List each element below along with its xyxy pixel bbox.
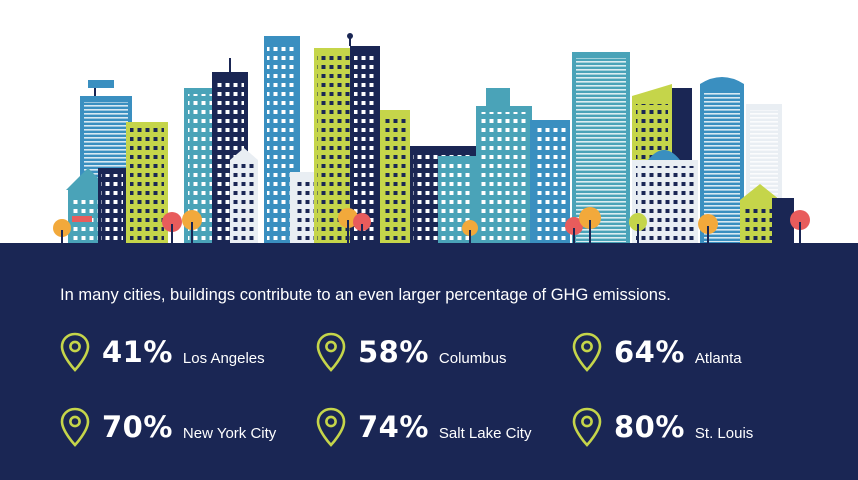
stat-percent: 74%	[358, 410, 429, 444]
stat-city: Atlanta	[694, 349, 742, 367]
stat-item: 64% Atlanta	[572, 330, 742, 374]
stat-item: 58% Columbus	[316, 330, 506, 374]
stat-city: St. Louis	[694, 424, 754, 442]
stat-percent: 58%	[358, 335, 429, 369]
location-pin-icon	[60, 407, 90, 447]
location-pin-icon	[60, 332, 90, 372]
stat-city: Columbus	[438, 349, 507, 367]
location-pin-icon	[572, 332, 602, 372]
stat-item: 41% Los Angeles	[60, 330, 265, 374]
stat-item: 70% New York City	[60, 405, 276, 449]
stat-city: New York City	[182, 424, 277, 442]
city-skyline-illustration	[53, 33, 810, 244]
location-pin-icon	[572, 407, 602, 447]
stats-panel	[0, 243, 858, 480]
stat-item: 74% Salt Lake City	[316, 405, 531, 449]
tree-decorations	[53, 207, 810, 244]
stat-item: 80% St. Louis	[572, 405, 753, 449]
location-pin-icon	[316, 407, 346, 447]
stat-percent: 70%	[102, 410, 173, 444]
stat-percent: 80%	[614, 410, 685, 444]
stat-percent: 41%	[102, 335, 173, 369]
headline: In many cities, buildings contribute to …	[60, 286, 671, 304]
stat-city: Los Angeles	[182, 349, 265, 367]
stat-percent: 64%	[614, 335, 685, 369]
stat-city: Salt Lake City	[438, 424, 532, 442]
location-pin-icon	[316, 332, 346, 372]
